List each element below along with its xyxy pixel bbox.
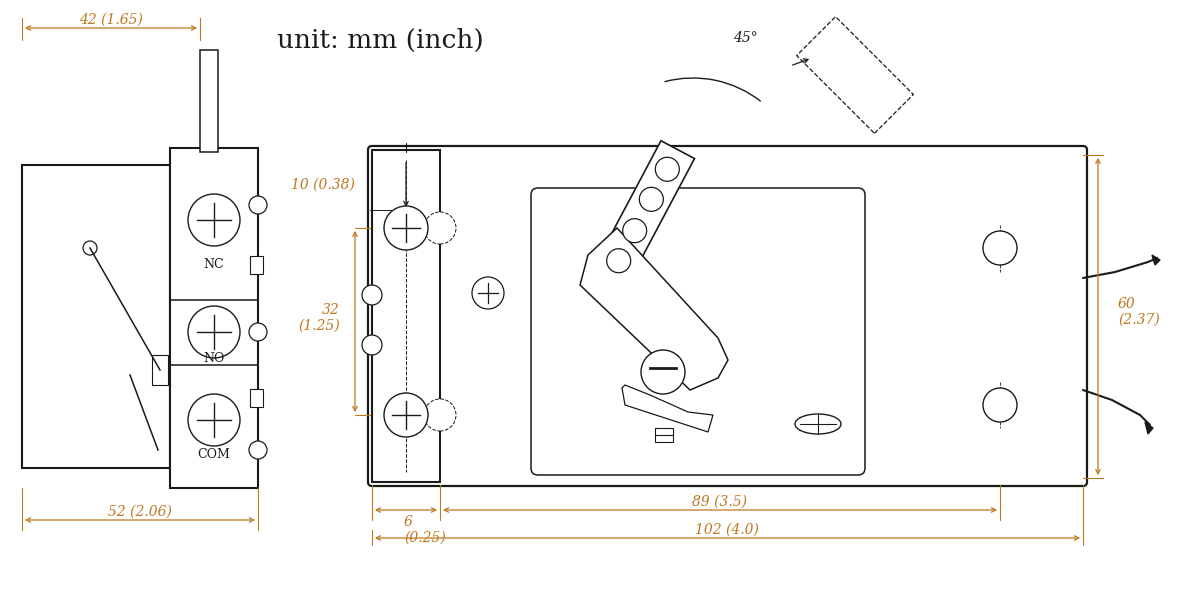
Circle shape — [249, 441, 267, 459]
Circle shape — [249, 196, 267, 214]
Polygon shape — [581, 228, 728, 390]
Text: 89 (3.5): 89 (3.5) — [693, 495, 747, 509]
Circle shape — [607, 249, 630, 273]
Text: 10 (0.38): 10 (0.38) — [291, 178, 355, 192]
Text: 102 (4.0): 102 (4.0) — [695, 523, 759, 537]
Circle shape — [83, 241, 97, 255]
Text: 60
(2.37): 60 (2.37) — [1117, 297, 1160, 327]
Text: NO: NO — [203, 352, 224, 365]
Text: 52 (2.06): 52 (2.06) — [109, 505, 172, 519]
Text: 45°: 45° — [733, 31, 758, 45]
Bar — [655, 428, 673, 442]
Bar — [250, 256, 263, 274]
Ellipse shape — [795, 414, 841, 434]
Circle shape — [623, 219, 647, 243]
Circle shape — [472, 277, 504, 309]
Circle shape — [384, 393, 428, 437]
Polygon shape — [1152, 255, 1160, 265]
Text: 42 (1.65): 42 (1.65) — [79, 13, 143, 27]
Circle shape — [655, 157, 680, 181]
FancyBboxPatch shape — [368, 146, 1087, 486]
Circle shape — [188, 306, 240, 358]
Circle shape — [983, 231, 1017, 265]
Text: 32
(1.25): 32 (1.25) — [299, 303, 340, 333]
Circle shape — [641, 350, 686, 394]
Polygon shape — [591, 141, 695, 289]
Circle shape — [188, 194, 240, 246]
Bar — [250, 389, 263, 407]
Circle shape — [424, 212, 455, 244]
Bar — [372, 150, 440, 482]
Polygon shape — [1145, 422, 1153, 434]
Text: COM: COM — [197, 448, 230, 462]
Bar — [170, 148, 258, 488]
Circle shape — [384, 206, 428, 250]
Polygon shape — [622, 385, 713, 432]
Circle shape — [424, 399, 455, 431]
Circle shape — [188, 394, 240, 446]
Circle shape — [362, 335, 382, 355]
Circle shape — [249, 323, 267, 341]
Circle shape — [983, 388, 1017, 422]
Text: 6
(0.25): 6 (0.25) — [404, 515, 446, 545]
Text: unit: mm (inch): unit: mm (inch) — [276, 27, 484, 52]
Bar — [199, 50, 218, 152]
Text: NC: NC — [204, 258, 224, 271]
Circle shape — [362, 285, 382, 305]
Bar — [152, 355, 168, 385]
Circle shape — [640, 187, 663, 211]
FancyBboxPatch shape — [531, 188, 865, 475]
Bar — [22, 165, 170, 468]
